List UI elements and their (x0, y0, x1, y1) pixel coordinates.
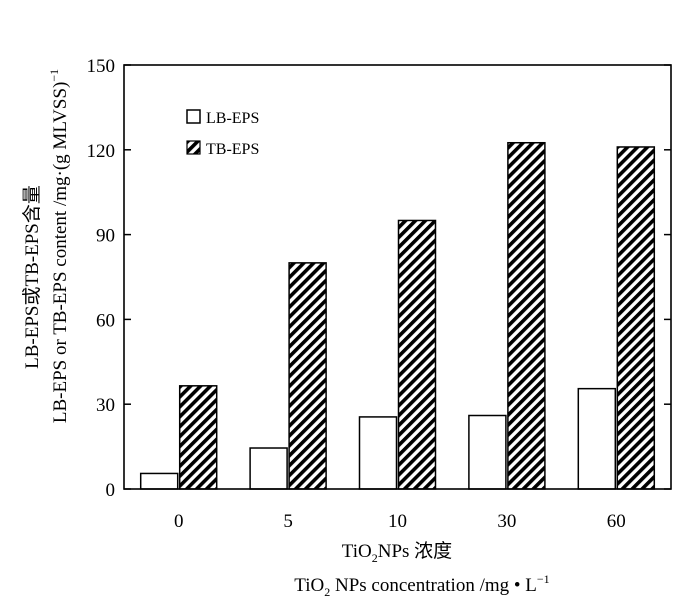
x-tick-label-0: 0 (174, 511, 184, 532)
bar-tb-eps-10 (397, 219, 437, 490)
legend-swatch-lb-eps (186, 109, 201, 124)
x-tick-label-5: 5 (283, 511, 293, 532)
x-axis-title-en: TiO2 NPs concentration /mg • L−1 (294, 572, 549, 599)
bar-lb-eps-10 (358, 416, 398, 490)
x-axis-ticks: 0 5 10 30 60 (174, 511, 626, 532)
y-axis-title-en: LB-EPS or TB-EPS content /mg·(g MLVSS)−1 (47, 69, 71, 423)
y-tick-label-30: 30 (96, 395, 115, 416)
bar-lb-eps-0 (139, 472, 179, 490)
y-tick-label-60: 60 (96, 310, 115, 331)
plot-frame (123, 64, 672, 490)
x-tick-label-10: 10 (388, 511, 407, 532)
bar-lb-eps-30 (468, 414, 507, 490)
y-axis-ticks: 0 30 60 90 120 150 (87, 56, 671, 501)
legend: LB-EPS TB-EPS (186, 109, 259, 158)
bar-tb-eps-60 (616, 146, 656, 490)
bar-lb-eps-60 (577, 387, 617, 490)
bars-group (139, 141, 656, 490)
x-axis-title-cn: TiO2NPs 浓度 (342, 540, 452, 565)
bar-lb-eps-5 (249, 447, 288, 490)
x-tick-label-30: 30 (497, 511, 516, 532)
x-tick-label-60: 60 (607, 511, 626, 532)
bar-tb-eps-5 (288, 262, 327, 490)
bar-tb-eps-0 (178, 385, 218, 490)
y-tick-label-90: 90 (96, 226, 115, 247)
bar-tb-eps-30 (507, 141, 546, 490)
y-tick-label-120: 120 (87, 141, 116, 162)
y-tick-label-0: 0 (106, 480, 116, 501)
legend-label-lb-eps: LB-EPS (206, 110, 259, 127)
y-axis-title-cn: LB-EPS或TB-EPS含量 (21, 185, 43, 369)
legend-swatch-tb-eps (186, 140, 201, 155)
y-tick-label-150: 150 (87, 56, 116, 77)
legend-label-tb-eps: TB-EPS (206, 141, 259, 158)
